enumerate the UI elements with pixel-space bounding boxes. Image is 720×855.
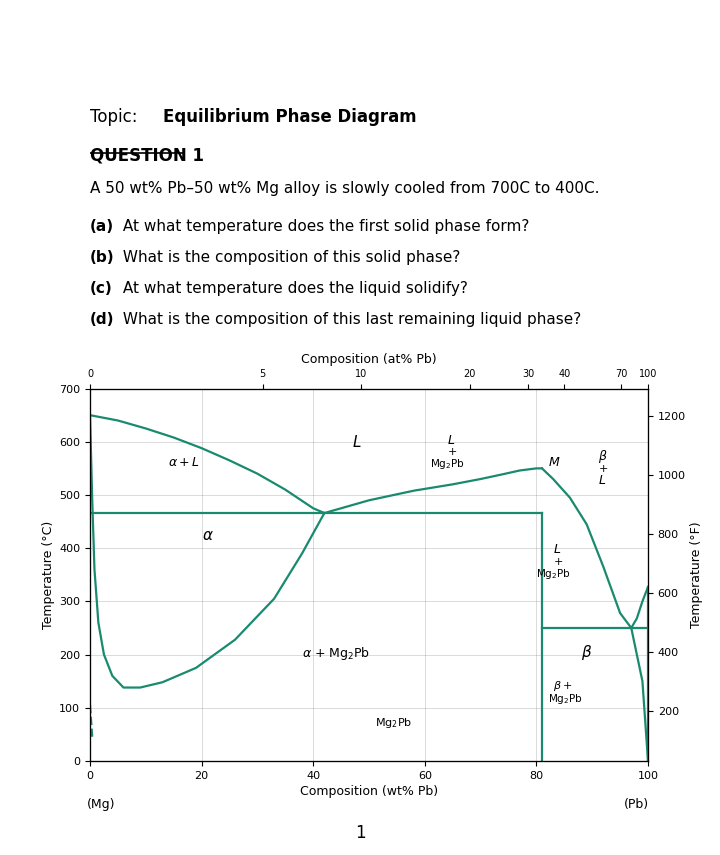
Text: $\beta$: $\beta$ <box>581 643 593 663</box>
Text: (Pb): (Pb) <box>624 799 649 811</box>
Text: Topic:: Topic: <box>90 108 138 126</box>
Text: $+$: $+$ <box>553 557 563 567</box>
X-axis label: Composition (wt% Pb): Composition (wt% Pb) <box>300 785 438 798</box>
Text: (b): (b) <box>90 250 114 265</box>
Text: $+$: $+$ <box>598 463 608 474</box>
Text: $L$: $L$ <box>352 434 362 450</box>
Text: A 50 wt% Pb–50 wt% Mg alloy is slowly cooled from 700C to 400C.: A 50 wt% Pb–50 wt% Mg alloy is slowly co… <box>90 180 600 196</box>
Text: $+$: $+$ <box>447 446 457 457</box>
Text: $\beta +$: $\beta +$ <box>553 679 572 693</box>
Y-axis label: Temperature (°C): Temperature (°C) <box>42 521 55 629</box>
Text: Equilibrium Phase Diagram: Equilibrium Phase Diagram <box>163 108 416 126</box>
X-axis label: Composition (at% Pb): Composition (at% Pb) <box>301 353 437 366</box>
Text: $L$: $L$ <box>447 434 455 447</box>
Text: What is the composition of this solid phase?: What is the composition of this solid ph… <box>118 250 460 265</box>
Text: (Mg): (Mg) <box>87 799 115 811</box>
Text: QUESTION 1: QUESTION 1 <box>90 147 204 165</box>
Text: Mg$_2$Pb: Mg$_2$Pb <box>536 567 572 581</box>
Text: Mg$_2$Pb: Mg$_2$Pb <box>431 457 465 471</box>
Text: $\alpha + L$: $\alpha + L$ <box>168 456 200 469</box>
Text: $\alpha$ + Mg$_2$Pb: $\alpha$ + Mg$_2$Pb <box>302 646 370 663</box>
Text: At what temperature does the first solid phase form?: At what temperature does the first solid… <box>118 219 529 233</box>
Text: $M$: $M$ <box>547 456 560 469</box>
Text: (d): (d) <box>90 312 114 327</box>
Text: What is the composition of this last remaining liquid phase?: What is the composition of this last rem… <box>118 312 581 327</box>
Text: (c): (c) <box>90 281 113 296</box>
Text: $L$: $L$ <box>553 544 562 557</box>
Text: 1: 1 <box>355 824 365 842</box>
Y-axis label: Temperature (°F): Temperature (°F) <box>690 522 703 628</box>
Text: $\beta$: $\beta$ <box>598 448 608 465</box>
Text: (a): (a) <box>90 219 114 233</box>
Text: Mg$_2$Pb: Mg$_2$Pb <box>547 693 582 706</box>
Text: $L$: $L$ <box>598 474 606 486</box>
Text: $\alpha$: $\alpha$ <box>202 528 213 543</box>
Text: At what temperature does the liquid solidify?: At what temperature does the liquid soli… <box>118 281 468 296</box>
Text: Mg$_2$Pb: Mg$_2$Pb <box>374 716 412 730</box>
